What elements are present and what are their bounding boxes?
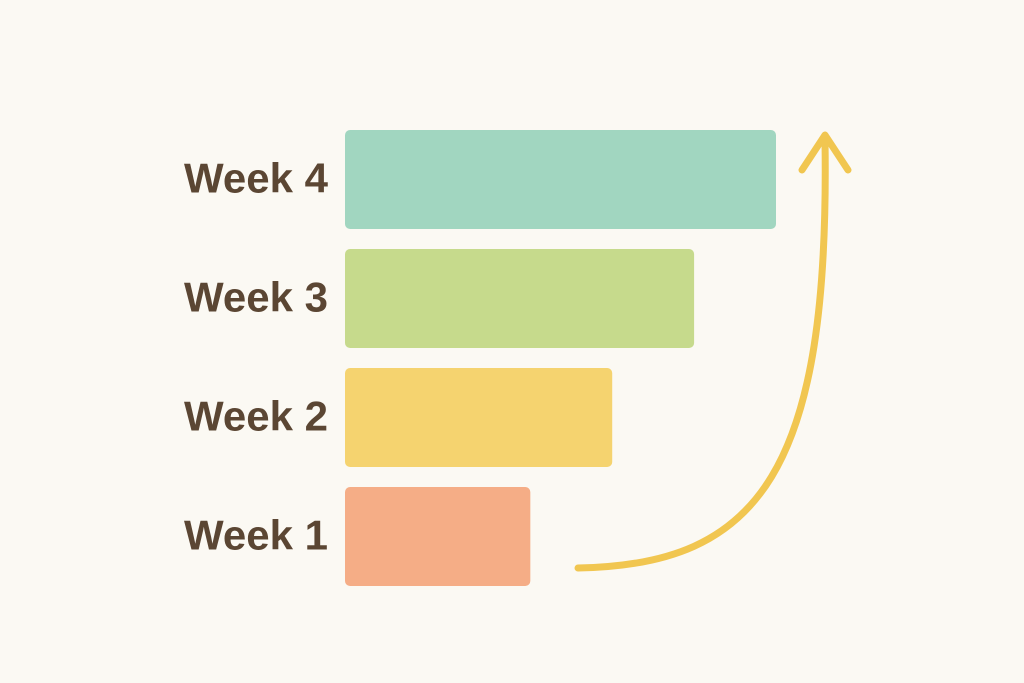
arrow-head — [798, 131, 852, 174]
y-tick-label: Week 1 — [184, 512, 328, 559]
bar — [345, 487, 531, 586]
growth-arrow — [574, 131, 852, 572]
bar — [345, 249, 695, 348]
y-tick-label: Week 4 — [184, 155, 329, 202]
bar — [345, 130, 776, 229]
bar — [345, 368, 613, 467]
y-tick-label: Week 3 — [184, 274, 328, 321]
y-tick-label: Week 2 — [184, 393, 328, 440]
arrow-shaft — [574, 136, 829, 572]
